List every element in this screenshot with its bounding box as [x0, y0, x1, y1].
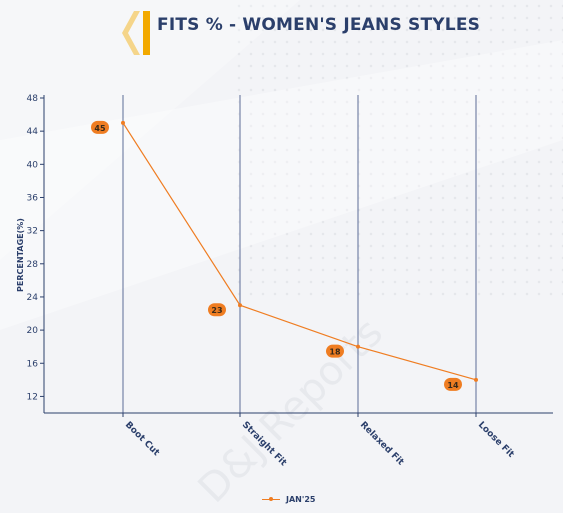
data-label: 45	[94, 124, 106, 133]
brand-logo-icon	[122, 11, 150, 55]
data-label: 23	[211, 306, 222, 315]
chart-title: FITS % - WOMEN'S JEANS STYLES	[157, 15, 481, 35]
y-tick-label: 32	[27, 227, 38, 237]
series-line	[122, 122, 477, 381]
x-tick-label: Boot Cut	[123, 420, 162, 459]
y-tick-label: 24	[27, 293, 39, 303]
background-dot-pattern	[233, 0, 563, 300]
data-label-badge	[444, 377, 462, 391]
legend: JAN'25	[262, 494, 315, 504]
y-tick-label: 16	[27, 359, 39, 369]
data-point	[474, 377, 478, 382]
x-tick-label: Relaxed Fit	[358, 420, 406, 468]
y-tick-label: 44	[27, 127, 39, 137]
data-point	[121, 120, 125, 125]
legend-line-marker-icon	[262, 494, 280, 504]
data-label-badge	[208, 303, 226, 317]
y-axis-title: PERCENTAGE(%)	[16, 218, 25, 292]
data-point	[356, 344, 360, 349]
data-label: 14	[447, 381, 459, 390]
legend-label: JAN'25	[286, 494, 316, 504]
watermark: D&J Reports	[190, 310, 392, 512]
data-point	[238, 303, 242, 308]
y-tick-label: 36	[27, 193, 39, 203]
y-tick-label: 48	[27, 94, 39, 104]
data-label-badge	[91, 120, 109, 134]
data-label-badge	[326, 344, 344, 358]
x-tick-label: Loose Fit	[476, 420, 516, 460]
y-tick-label: 20	[27, 326, 39, 336]
data-label: 18	[329, 348, 341, 357]
y-tick-label: 40	[27, 160, 39, 170]
y-tick-label: 12	[27, 392, 38, 402]
y-tick-label: 28	[27, 260, 39, 270]
